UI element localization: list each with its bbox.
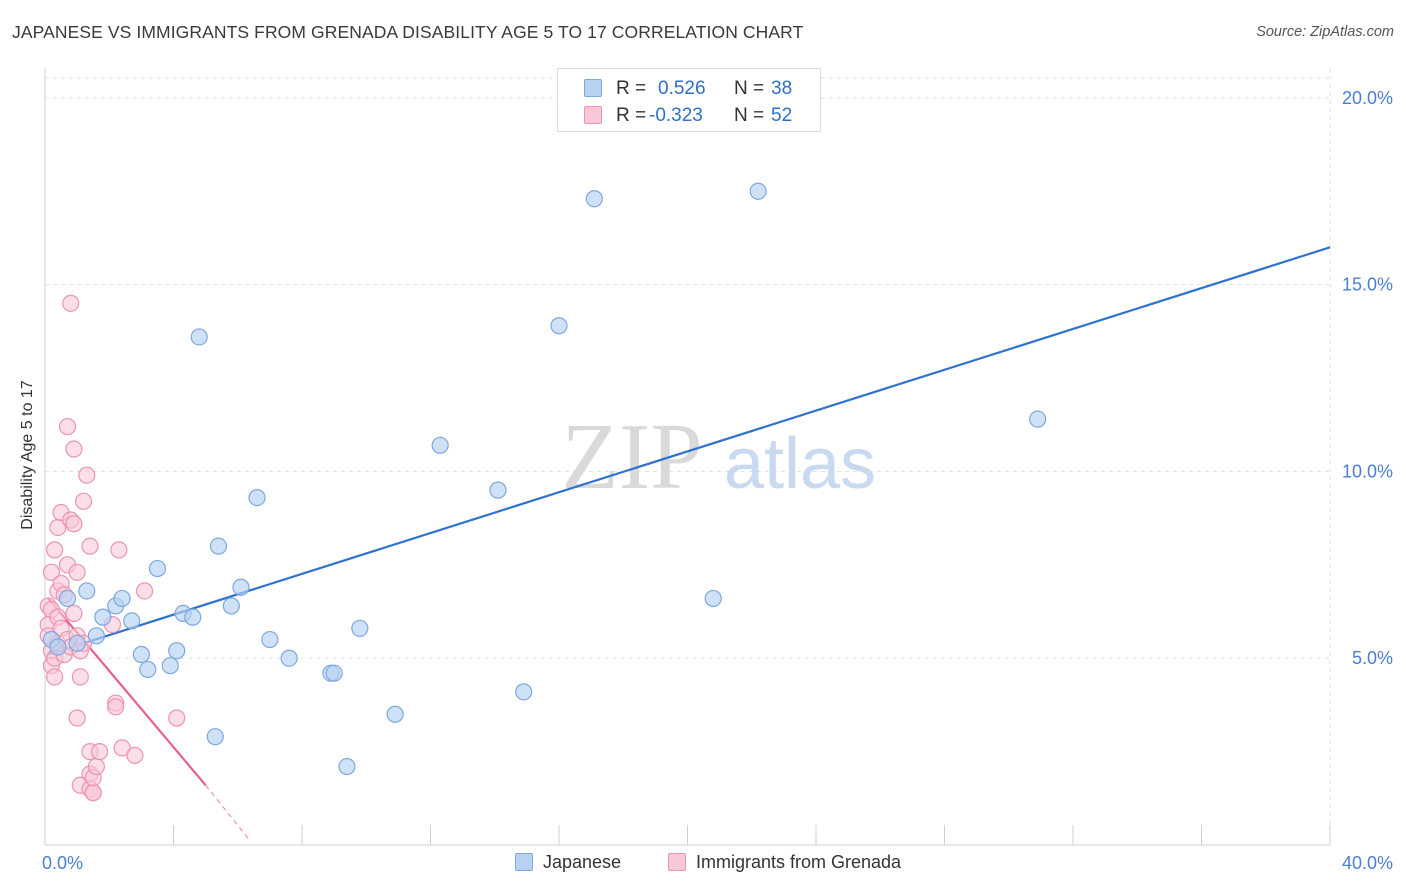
grenada-point [135, 582, 154, 600]
y-axis-label: Disability Age 5 to 17 [19, 380, 36, 530]
grenada-point [65, 515, 83, 533]
data-points [39, 182, 1047, 802]
y-tick-label: 5.0% [1352, 648, 1393, 668]
grenada-point [81, 537, 99, 555]
correlation-legend: R = 0.526 N = 38 R = -0.323 N = 52 [557, 68, 821, 132]
grenada-trend-extension [205, 784, 252, 842]
japanese-point [113, 589, 131, 608]
grenada-point [71, 668, 89, 686]
japanese-point [49, 638, 67, 656]
japanese-point [585, 190, 603, 208]
grenada-point [58, 418, 77, 436]
japanese-point [161, 657, 179, 675]
grenada-point [68, 709, 86, 727]
grenada-point [87, 757, 106, 776]
legend-row-japanese: R = 0.526 N = 38 [558, 75, 820, 101]
japanese-point [550, 317, 568, 335]
japanese-point [749, 182, 767, 200]
grenada-point [65, 440, 83, 458]
japanese-point [222, 597, 240, 615]
r-label: R = [616, 105, 647, 126]
japanese-point [87, 627, 106, 645]
japanese-point [704, 589, 722, 608]
tick-labels: 5.0% 10.0% 15.0% 20.0% 0.0% 40.0% [42, 88, 1393, 873]
japanese-point [431, 436, 449, 454]
japanese-point [58, 589, 77, 608]
legend-item-grenada: Immigrants from Grenada [668, 852, 901, 876]
legend-row-grenada: R = -0.323 N = 52 [558, 102, 820, 128]
japanese-swatch [584, 79, 602, 97]
japanese-point [325, 664, 343, 682]
japanese-point [280, 649, 298, 667]
grenada-point [46, 668, 64, 686]
grenada-point [42, 563, 61, 581]
grenada-swatch [584, 106, 602, 124]
japanese-point [261, 630, 279, 649]
y-tick-label: 20.0% [1342, 88, 1393, 108]
japanese-point [489, 481, 507, 499]
grenada-point [84, 784, 102, 802]
n-value: 38 [771, 78, 793, 99]
japanese-trend-line [47, 246, 1331, 656]
japanese-point [209, 537, 228, 555]
grenada-point [78, 466, 96, 484]
legend-label: Immigrants from Grenada [696, 852, 902, 872]
y-tick-label: 10.0% [1342, 461, 1393, 481]
n-value: 52 [771, 105, 793, 126]
r-value: 0.526 [658, 78, 706, 99]
japanese-point [386, 705, 404, 723]
trend-lines [47, 246, 1331, 842]
legend-label: Japanese [543, 852, 622, 872]
x-tick-label: 0.0% [42, 853, 83, 873]
grenada-swatch [668, 853, 686, 871]
grenada-point [46, 541, 64, 559]
x-tick-label: 40.0% [1342, 853, 1393, 873]
japanese-point [190, 328, 208, 346]
japanese-point [184, 608, 202, 626]
grenada-point [68, 563, 86, 581]
japanese-point [139, 660, 157, 679]
japanese-swatch [515, 853, 533, 871]
watermark-atlas: atlas [724, 424, 876, 504]
source-label: Source: ZipAtlas.com [1256, 24, 1394, 40]
japanese-point [515, 683, 533, 701]
grenada-point [107, 698, 125, 716]
japanese-point [68, 634, 86, 652]
japanese-point [338, 757, 356, 776]
grenada-point [168, 709, 186, 727]
japanese-point [168, 642, 186, 660]
grenada-point [113, 739, 131, 757]
japanese-point [232, 578, 250, 596]
japanese-point [94, 608, 112, 626]
japanese-point [351, 619, 369, 637]
japanese-point [132, 645, 150, 664]
chart-title: JAPANESE VS IMMIGRANTS FROM GRENADA DISA… [12, 22, 804, 42]
grenada-point [74, 492, 93, 510]
grenada-point [62, 294, 80, 312]
japanese-point [206, 728, 224, 746]
grenada-point [65, 604, 83, 622]
y-tick-label: 15.0% [1342, 275, 1393, 295]
r-value: -0.323 [649, 105, 703, 126]
axes [44, 68, 1331, 846]
grenada-point [110, 541, 128, 559]
watermark: ZIP atlas [562, 405, 877, 509]
n-label: N = [734, 78, 765, 99]
japanese-point [148, 559, 167, 578]
n-label: N = [734, 105, 765, 126]
grenada-point [91, 743, 109, 761]
japanese-point [248, 488, 266, 507]
japanese-point [123, 612, 141, 630]
r-label: R = [616, 78, 647, 99]
grenada-point [126, 746, 144, 764]
legend-item-japanese: Japanese [515, 852, 621, 876]
japanese-point [78, 582, 96, 600]
japanese-point [1029, 410, 1047, 428]
watermark-zip: ZIP [562, 405, 703, 509]
